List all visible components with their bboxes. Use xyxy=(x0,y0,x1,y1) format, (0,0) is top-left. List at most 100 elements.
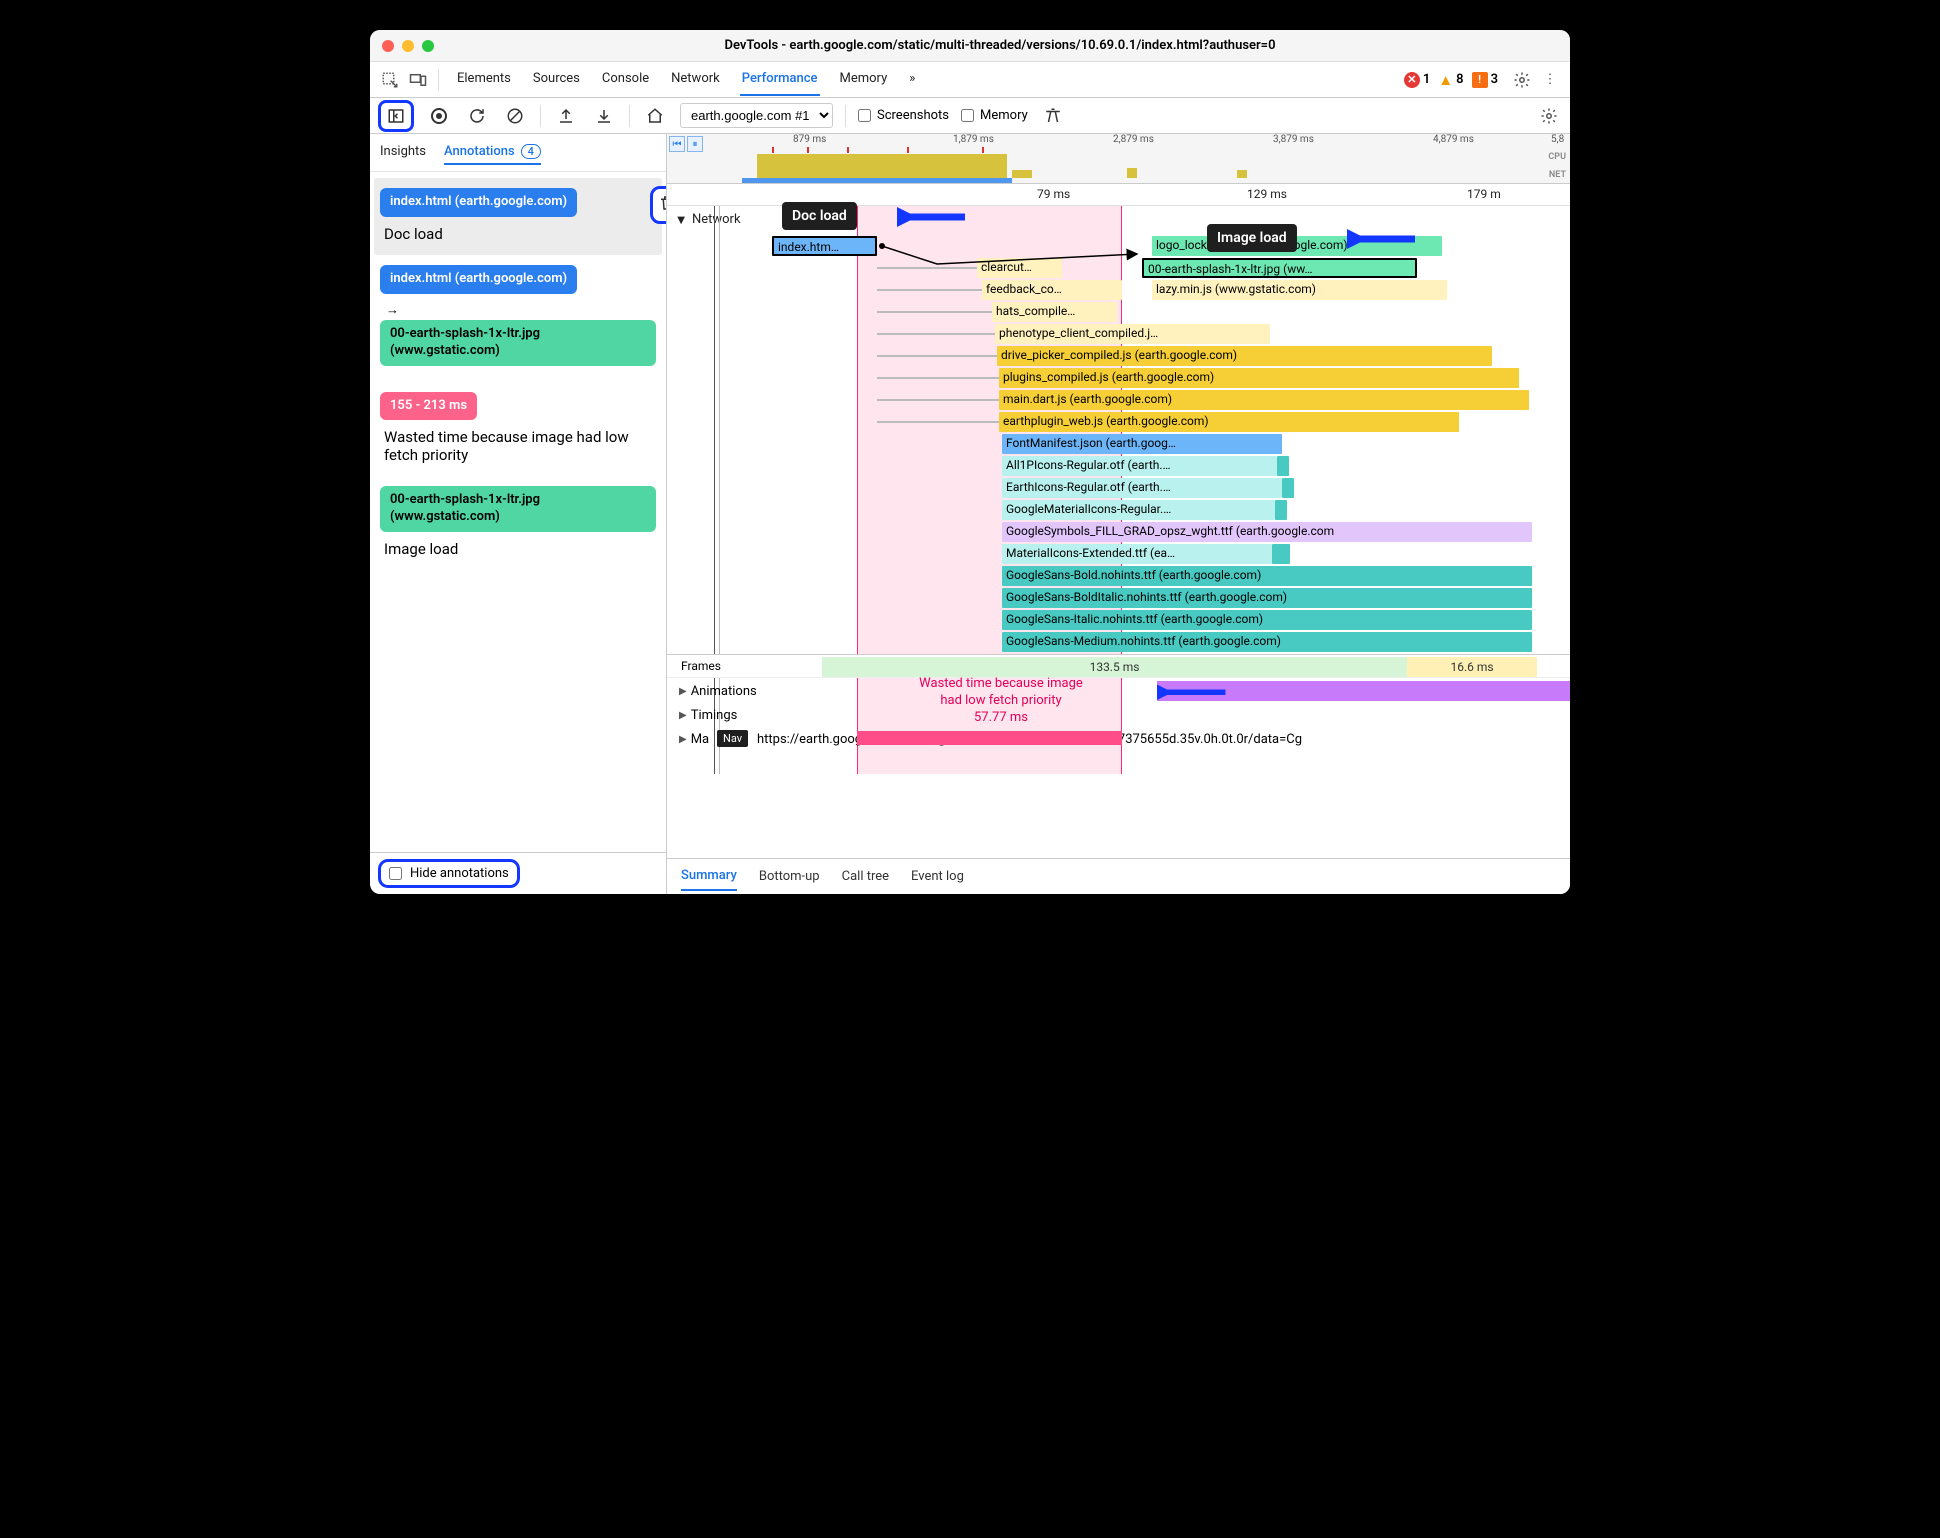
network-bar[interactable]: GoogleMaterialIcons-Regular.… xyxy=(1002,500,1275,520)
tab-summary[interactable]: Summary xyxy=(681,862,737,891)
hide-annotations-checkbox[interactable] xyxy=(389,867,402,880)
tab-more[interactable]: » xyxy=(907,63,917,96)
tab-performance[interactable]: Performance xyxy=(740,63,820,96)
network-bar[interactable]: feedback_co… xyxy=(982,280,1122,300)
network-bar[interactable]: EarthIcons-Regular.otf (earth.… xyxy=(1002,478,1282,498)
main-label: Ma xyxy=(691,732,709,747)
tab-network[interactable]: Network xyxy=(669,63,722,96)
overview-cpu-graph xyxy=(697,150,1570,180)
error-badge[interactable]: ✕1 xyxy=(1404,72,1430,88)
annotation-chip: 00-earth-splash-1x-ltr.jpg (www.gstatic.… xyxy=(380,320,656,366)
network-bar[interactable]: main.dart.js (earth.google.com) xyxy=(999,390,1529,410)
sidebar-tab-insights[interactable]: Insights xyxy=(380,140,426,165)
network-bar-tail[interactable] xyxy=(1282,478,1294,498)
annotation-item[interactable]: index.html (earth.google.com) Doc load xyxy=(374,178,662,255)
toggle-sidebar-button[interactable] xyxy=(383,103,409,129)
close-window-icon[interactable] xyxy=(382,40,394,52)
settings-icon[interactable] xyxy=(1508,66,1536,94)
home-button[interactable] xyxy=(642,103,668,129)
device-toolbar-icon[interactable] xyxy=(404,66,432,94)
devtools-window: DevTools - earth.google.com/static/multi… xyxy=(370,30,1570,894)
nav-badge: Nav xyxy=(717,730,748,747)
tab-event-log[interactable]: Event log xyxy=(911,863,964,890)
kebab-menu-icon[interactable]: ⋮ xyxy=(1536,66,1564,94)
network-bar[interactable]: GoogleSans-Italic.nohints.ttf (earth.goo… xyxy=(1002,610,1532,630)
flame-chart-area[interactable]: ⏮ ⏸ 879 ms 1,879 ms 2,879 ms 3,879 ms 4,… xyxy=(667,134,1570,894)
network-bar[interactable]: MaterialIcons-Extended.ttf (ea… xyxy=(1002,544,1272,564)
annotation-item[interactable]: 00-earth-splash-1x-ltr.jpg (www.gstatic.… xyxy=(374,476,662,570)
tracks-area[interactable]: 79 ms 129 ms 179 m ▶ Network Doc load xyxy=(667,184,1570,774)
tab-elements[interactable]: Elements xyxy=(455,63,513,96)
upload-button[interactable] xyxy=(553,103,579,129)
callout-arrow-icon xyxy=(897,202,967,236)
main-tabs: Elements Sources Console Network Perform… xyxy=(455,63,1394,96)
network-bar[interactable]: lazy.min.js (www.gstatic.com) xyxy=(1152,280,1447,300)
network-bar[interactable]: plugins_compiled.js (earth.google.com) xyxy=(999,368,1519,388)
annotation-chip: index.html (earth.google.com) xyxy=(380,188,577,217)
clear-button[interactable] xyxy=(502,103,528,129)
callout-arrow-icon xyxy=(1347,224,1417,258)
annotation-link-line xyxy=(767,236,1167,276)
overview-prev-icon[interactable]: ⏮ xyxy=(669,136,685,152)
network-bar[interactable]: 00-earth-splash-1x-ltr.jpg (ww… xyxy=(1142,258,1417,278)
network-bar-tail[interactable] xyxy=(1277,456,1289,476)
tab-memory[interactable]: Memory xyxy=(838,63,890,96)
window-title: DevTools - earth.google.com/static/multi… xyxy=(442,38,1558,53)
collapse-icon[interactable]: ▶ xyxy=(675,217,686,225)
sidebar-tab-annotations[interactable]: Annotations 4 xyxy=(444,140,541,165)
highlight-sidebar-toggle xyxy=(378,100,414,132)
memory-checkbox[interactable]: Memory xyxy=(961,108,1028,123)
network-bar[interactable]: FontManifest.json (earth.goog… xyxy=(1002,434,1282,454)
screenshots-checkbox[interactable]: Screenshots xyxy=(858,108,949,123)
tab-call-tree[interactable]: Call tree xyxy=(842,863,889,890)
expand-icon[interactable]: ▶ xyxy=(679,734,687,745)
warning-badge[interactable]: ▲8 xyxy=(1438,71,1463,89)
network-bar-tail[interactable] xyxy=(1272,544,1290,564)
reload-button[interactable] xyxy=(464,103,490,129)
tab-console[interactable]: Console xyxy=(600,63,651,96)
titlebar: DevTools - earth.google.com/static/multi… xyxy=(370,30,1570,62)
gc-button[interactable] xyxy=(1040,103,1066,129)
perf-settings-icon[interactable] xyxy=(1536,103,1562,129)
annotation-list: index.html (earth.google.com) Doc load i… xyxy=(370,172,666,852)
network-bar[interactable]: GoogleSans-Bold.nohints.ttf (earth.googl… xyxy=(1002,566,1532,586)
minimize-window-icon[interactable] xyxy=(402,40,414,52)
network-bar[interactable]: GoogleSymbols_FILL_GRAD_opsz_wght.ttf (e… xyxy=(1002,522,1532,542)
network-bar[interactable]: phenotype_client_compiled.j… xyxy=(995,324,1270,344)
traffic-lights xyxy=(382,40,434,52)
overview-strip[interactable]: ⏮ ⏸ 879 ms 1,879 ms 2,879 ms 3,879 ms 4,… xyxy=(667,134,1570,184)
network-bar[interactable]: All1PIcons-Regular.otf (earth.… xyxy=(1002,456,1277,476)
info-badge[interactable]: !3 xyxy=(1472,72,1498,88)
highlight-hide-checkbox: Hide annotations xyxy=(378,859,520,888)
frames-strip[interactable]: Frames 133.5 ms 16.6 ms xyxy=(667,654,1570,678)
expand-icon[interactable]: ▶ xyxy=(679,710,687,721)
annotation-item[interactable]: index.html (earth.google.com) → 00-earth… xyxy=(374,255,662,382)
tab-sources[interactable]: Sources xyxy=(531,63,582,96)
recording-select[interactable]: earth.google.com #1 xyxy=(680,103,833,128)
sidebar: Insights Annotations 4 index.html (earth… xyxy=(370,134,667,894)
network-bar[interactable]: hats_compile… xyxy=(992,302,1117,322)
network-bar[interactable]: earthplugin_web.js (earth.google.com) xyxy=(999,412,1459,432)
annotation-item[interactable]: 155 - 213 ms Wasted time because image h… xyxy=(374,382,662,477)
wasted-time-bar[interactable] xyxy=(857,731,1122,745)
detail-tabs: Summary Bottom-up Call tree Event log xyxy=(667,858,1570,894)
network-bar-tail[interactable] xyxy=(1275,500,1287,520)
highlight-delete-annotation xyxy=(650,186,666,224)
annotation-chip: 00-earth-splash-1x-ltr.jpg (www.gstatic.… xyxy=(380,486,656,532)
network-bar[interactable]: GoogleSans-BoldItalic.nohints.ttf (earth… xyxy=(1002,588,1532,608)
expand-icon[interactable]: ▶ xyxy=(679,686,687,697)
sidebar-footer: Hide annotations xyxy=(370,852,666,894)
sidebar-tabs: Insights Annotations 4 xyxy=(370,134,666,172)
network-bar[interactable]: drive_picker_compiled.js (earth.google.c… xyxy=(997,346,1492,366)
inspect-element-icon[interactable] xyxy=(376,66,404,94)
frame-bar[interactable]: 133.5 ms xyxy=(822,657,1407,677)
record-button[interactable] xyxy=(426,103,452,129)
maximize-window-icon[interactable] xyxy=(422,40,434,52)
network-bar[interactable]: GoogleSans-Medium.nohints.ttf (earth.goo… xyxy=(1002,632,1532,652)
delete-annotation-icon[interactable] xyxy=(658,201,666,216)
annotation-desc: Wasted time because image had low fetch … xyxy=(380,426,656,466)
download-button[interactable] xyxy=(591,103,617,129)
network-track-label[interactable]: ▶ Network xyxy=(677,212,741,227)
tab-bottom-up[interactable]: Bottom-up xyxy=(759,863,820,890)
frame-bar[interactable]: 16.6 ms xyxy=(1407,657,1537,677)
